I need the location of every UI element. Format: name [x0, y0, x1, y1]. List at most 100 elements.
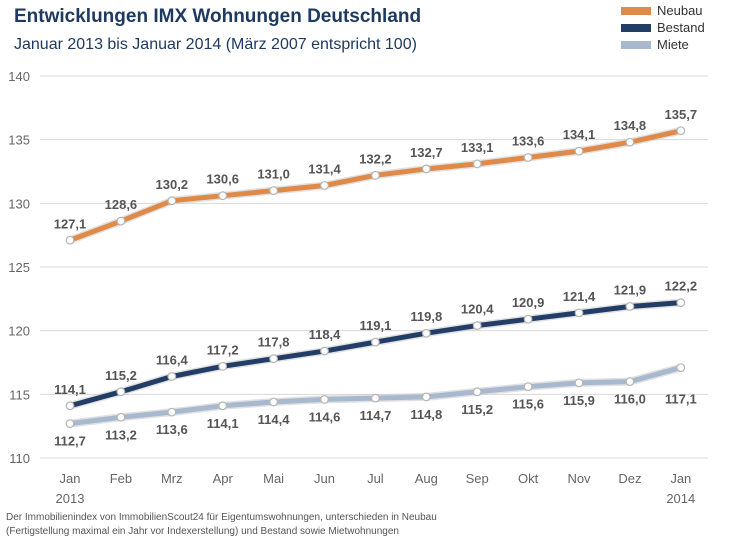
y-tick-label: 125	[8, 260, 30, 275]
y-tick-label: 115	[9, 387, 30, 402]
data-label-neubau: 133,1	[461, 140, 494, 155]
data-label-miete: 113,6	[156, 422, 188, 437]
x-tick-label: Dez	[618, 471, 641, 486]
data-point-miete	[269, 397, 279, 407]
data-point-neubau	[472, 159, 482, 169]
data-label-neubau: 132,7	[410, 145, 443, 160]
data-point-neubau	[574, 146, 584, 156]
data-point-neubau	[167, 196, 177, 206]
data-label-miete: 115,6	[512, 397, 544, 412]
x-tick-year-label: 2013	[56, 491, 85, 506]
legend: Neubau Bestand Miete	[621, 2, 705, 53]
data-label-neubau: 135,7	[665, 107, 698, 122]
data-label-neubau: 130,6	[206, 172, 239, 187]
data-point-neubau	[523, 153, 533, 162]
x-tick-label: Aug	[415, 471, 438, 486]
y-tick-label: 120	[8, 324, 30, 339]
data-point-neubau	[625, 137, 635, 147]
data-label-miete: 114,6	[309, 409, 341, 424]
data-point-bestand	[167, 372, 177, 381]
data-point-bestand	[116, 387, 126, 397]
data-label-miete: 115,9	[563, 393, 595, 408]
data-label-bestand: 114,1	[54, 382, 86, 397]
data-point-bestand	[269, 354, 279, 364]
legend-swatch-neubau	[621, 6, 651, 15]
data-point-miete	[218, 401, 228, 411]
data-point-bestand	[574, 308, 584, 318]
y-tick-label: 130	[8, 196, 30, 211]
data-label-neubau: 133,6	[512, 133, 545, 148]
data-point-miete	[116, 412, 126, 422]
data-point-neubau	[269, 186, 279, 196]
legend-item-neubau: Neubau	[621, 2, 705, 19]
footnote-line-2: (Fertigstellung maximal ein Jahr vor Ind…	[6, 526, 399, 537]
data-point-miete	[320, 395, 329, 404]
data-label-neubau: 131,0	[257, 167, 290, 182]
data-label-bestand: 122,2	[665, 279, 698, 294]
data-point-bestand	[625, 302, 635, 311]
data-point-miete	[676, 363, 686, 372]
data-label-neubau: 131,4	[308, 162, 341, 177]
data-point-miete	[421, 392, 431, 402]
data-point-neubau	[320, 181, 329, 190]
footnote-line-1: Der Immobilienindex von ImmobilienScout2…	[6, 512, 437, 523]
data-label-bestand: 117,8	[258, 335, 290, 350]
data-label-neubau: 132,2	[359, 151, 392, 166]
data-point-miete	[371, 393, 380, 403]
data-label-neubau: 130,2	[156, 177, 189, 192]
data-point-neubau	[116, 216, 126, 226]
data-point-neubau	[65, 235, 75, 245]
data-point-miete	[625, 377, 635, 387]
data-label-miete: 117,1	[665, 392, 697, 407]
data-point-miete	[523, 382, 533, 392]
chart-title: Entwicklungen IMX Wohnungen Deutschland	[14, 6, 422, 27]
legend-item-miete: Miete	[621, 36, 705, 53]
data-label-neubau: 127,1	[54, 216, 87, 231]
data-point-bestand	[65, 401, 75, 411]
data-point-miete	[472, 387, 482, 397]
data-label-neubau: 128,6	[105, 197, 138, 212]
data-label-miete: 114,7	[359, 408, 391, 423]
data-point-neubau	[421, 164, 431, 174]
legend-label-neubau: Neubau	[657, 3, 703, 18]
x-tick-label: Jul	[367, 471, 384, 486]
data-label-bestand: 118,4	[309, 327, 342, 342]
data-point-neubau	[218, 191, 228, 201]
data-label-bestand: 117,2	[207, 342, 239, 357]
y-tick-label: 110	[9, 451, 30, 466]
data-label-miete: 112,7	[54, 434, 86, 449]
footnote: Der Immobilienindex von ImmobilienScout2…	[6, 511, 526, 539]
data-label-miete: 114,8	[410, 407, 442, 422]
x-tick-label: Mrz	[161, 471, 183, 486]
legend-swatch-miete	[621, 40, 651, 49]
data-point-bestand	[421, 328, 431, 338]
data-label-neubau: 134,1	[563, 127, 596, 142]
data-label-miete: 113,2	[105, 427, 137, 442]
data-point-bestand	[676, 298, 686, 308]
data-point-miete	[65, 419, 75, 429]
data-point-neubau	[676, 126, 686, 136]
legend-item-bestand: Bestand	[621, 19, 705, 36]
data-label-bestand: 121,4	[563, 289, 596, 304]
y-tick-label: 140	[8, 69, 30, 84]
data-label-bestand: 121,9	[614, 282, 647, 297]
data-point-bestand	[523, 314, 533, 324]
data-label-bestand: 120,4	[461, 302, 494, 317]
x-tick-year-label: 2014	[666, 491, 695, 506]
legend-label-miete: Miete	[657, 37, 689, 52]
y-tick-label: 135	[8, 133, 30, 148]
data-label-bestand: 119,1	[359, 318, 391, 333]
data-point-bestand	[320, 346, 329, 356]
data-label-miete: 116,0	[614, 392, 646, 407]
data-label-miete: 114,1	[207, 416, 239, 431]
x-tick-label: Okt	[518, 471, 539, 486]
data-point-miete	[574, 378, 584, 388]
chart-subtitle: Januar 2013 bis Januar 2014 (März 2007 e…	[14, 36, 417, 53]
data-label-bestand: 116,4	[156, 353, 189, 368]
data-point-bestand	[371, 337, 380, 347]
data-point-bestand	[472, 321, 482, 330]
x-tick-label: Apr	[213, 471, 234, 486]
x-tick-label: Nov	[567, 471, 591, 486]
data-point-miete	[167, 407, 177, 417]
data-label-miete: 115,2	[461, 402, 493, 417]
